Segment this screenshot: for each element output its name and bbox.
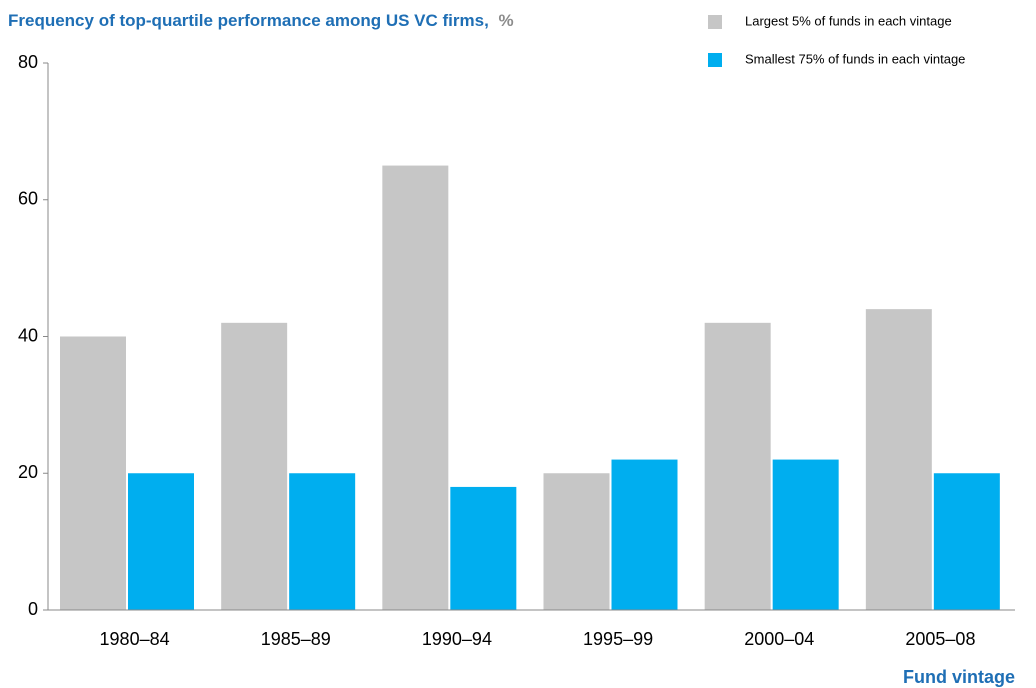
bar — [865, 309, 932, 610]
legend-label: Largest 5% of funds in each vintage — [745, 13, 952, 28]
bar — [933, 473, 1000, 610]
x-axis-label: Fund vintage — [903, 667, 1015, 687]
y-tick-label: 60 — [18, 189, 38, 209]
bar — [128, 473, 194, 610]
bar — [382, 165, 449, 610]
legend-label: Smallest 75% of funds in each vintage — [745, 51, 965, 66]
x-tick-label: 1985–89 — [261, 629, 331, 649]
bar — [450, 486, 517, 610]
x-tick-label: 1980–84 — [100, 629, 170, 649]
x-tick-label: 2005–08 — [905, 629, 975, 649]
bar — [60, 336, 126, 610]
y-tick-label: 40 — [18, 325, 38, 345]
bar — [543, 473, 610, 610]
y-tick-label: 80 — [18, 52, 38, 72]
chart-title: Frequency of top-quartile performance am… — [8, 11, 489, 30]
bar — [611, 459, 678, 610]
x-tick-label: 1990–94 — [422, 629, 492, 649]
legend-swatch — [708, 53, 722, 67]
y-tick-label: 20 — [18, 462, 38, 482]
chart-title-unit: % — [499, 11, 514, 30]
chart-title-group: Frequency of top-quartile performance am… — [8, 11, 514, 30]
legend-swatch — [708, 15, 722, 29]
bar — [289, 473, 356, 610]
y-tick-label: 0 — [28, 599, 38, 619]
bar — [704, 322, 771, 610]
bar — [772, 459, 839, 610]
x-tick-label: 1995–99 — [583, 629, 653, 649]
x-tick-label: 2000–04 — [744, 629, 814, 649]
bar — [221, 322, 288, 610]
